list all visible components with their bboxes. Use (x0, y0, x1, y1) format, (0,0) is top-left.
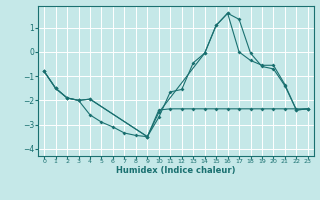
X-axis label: Humidex (Indice chaleur): Humidex (Indice chaleur) (116, 166, 236, 175)
